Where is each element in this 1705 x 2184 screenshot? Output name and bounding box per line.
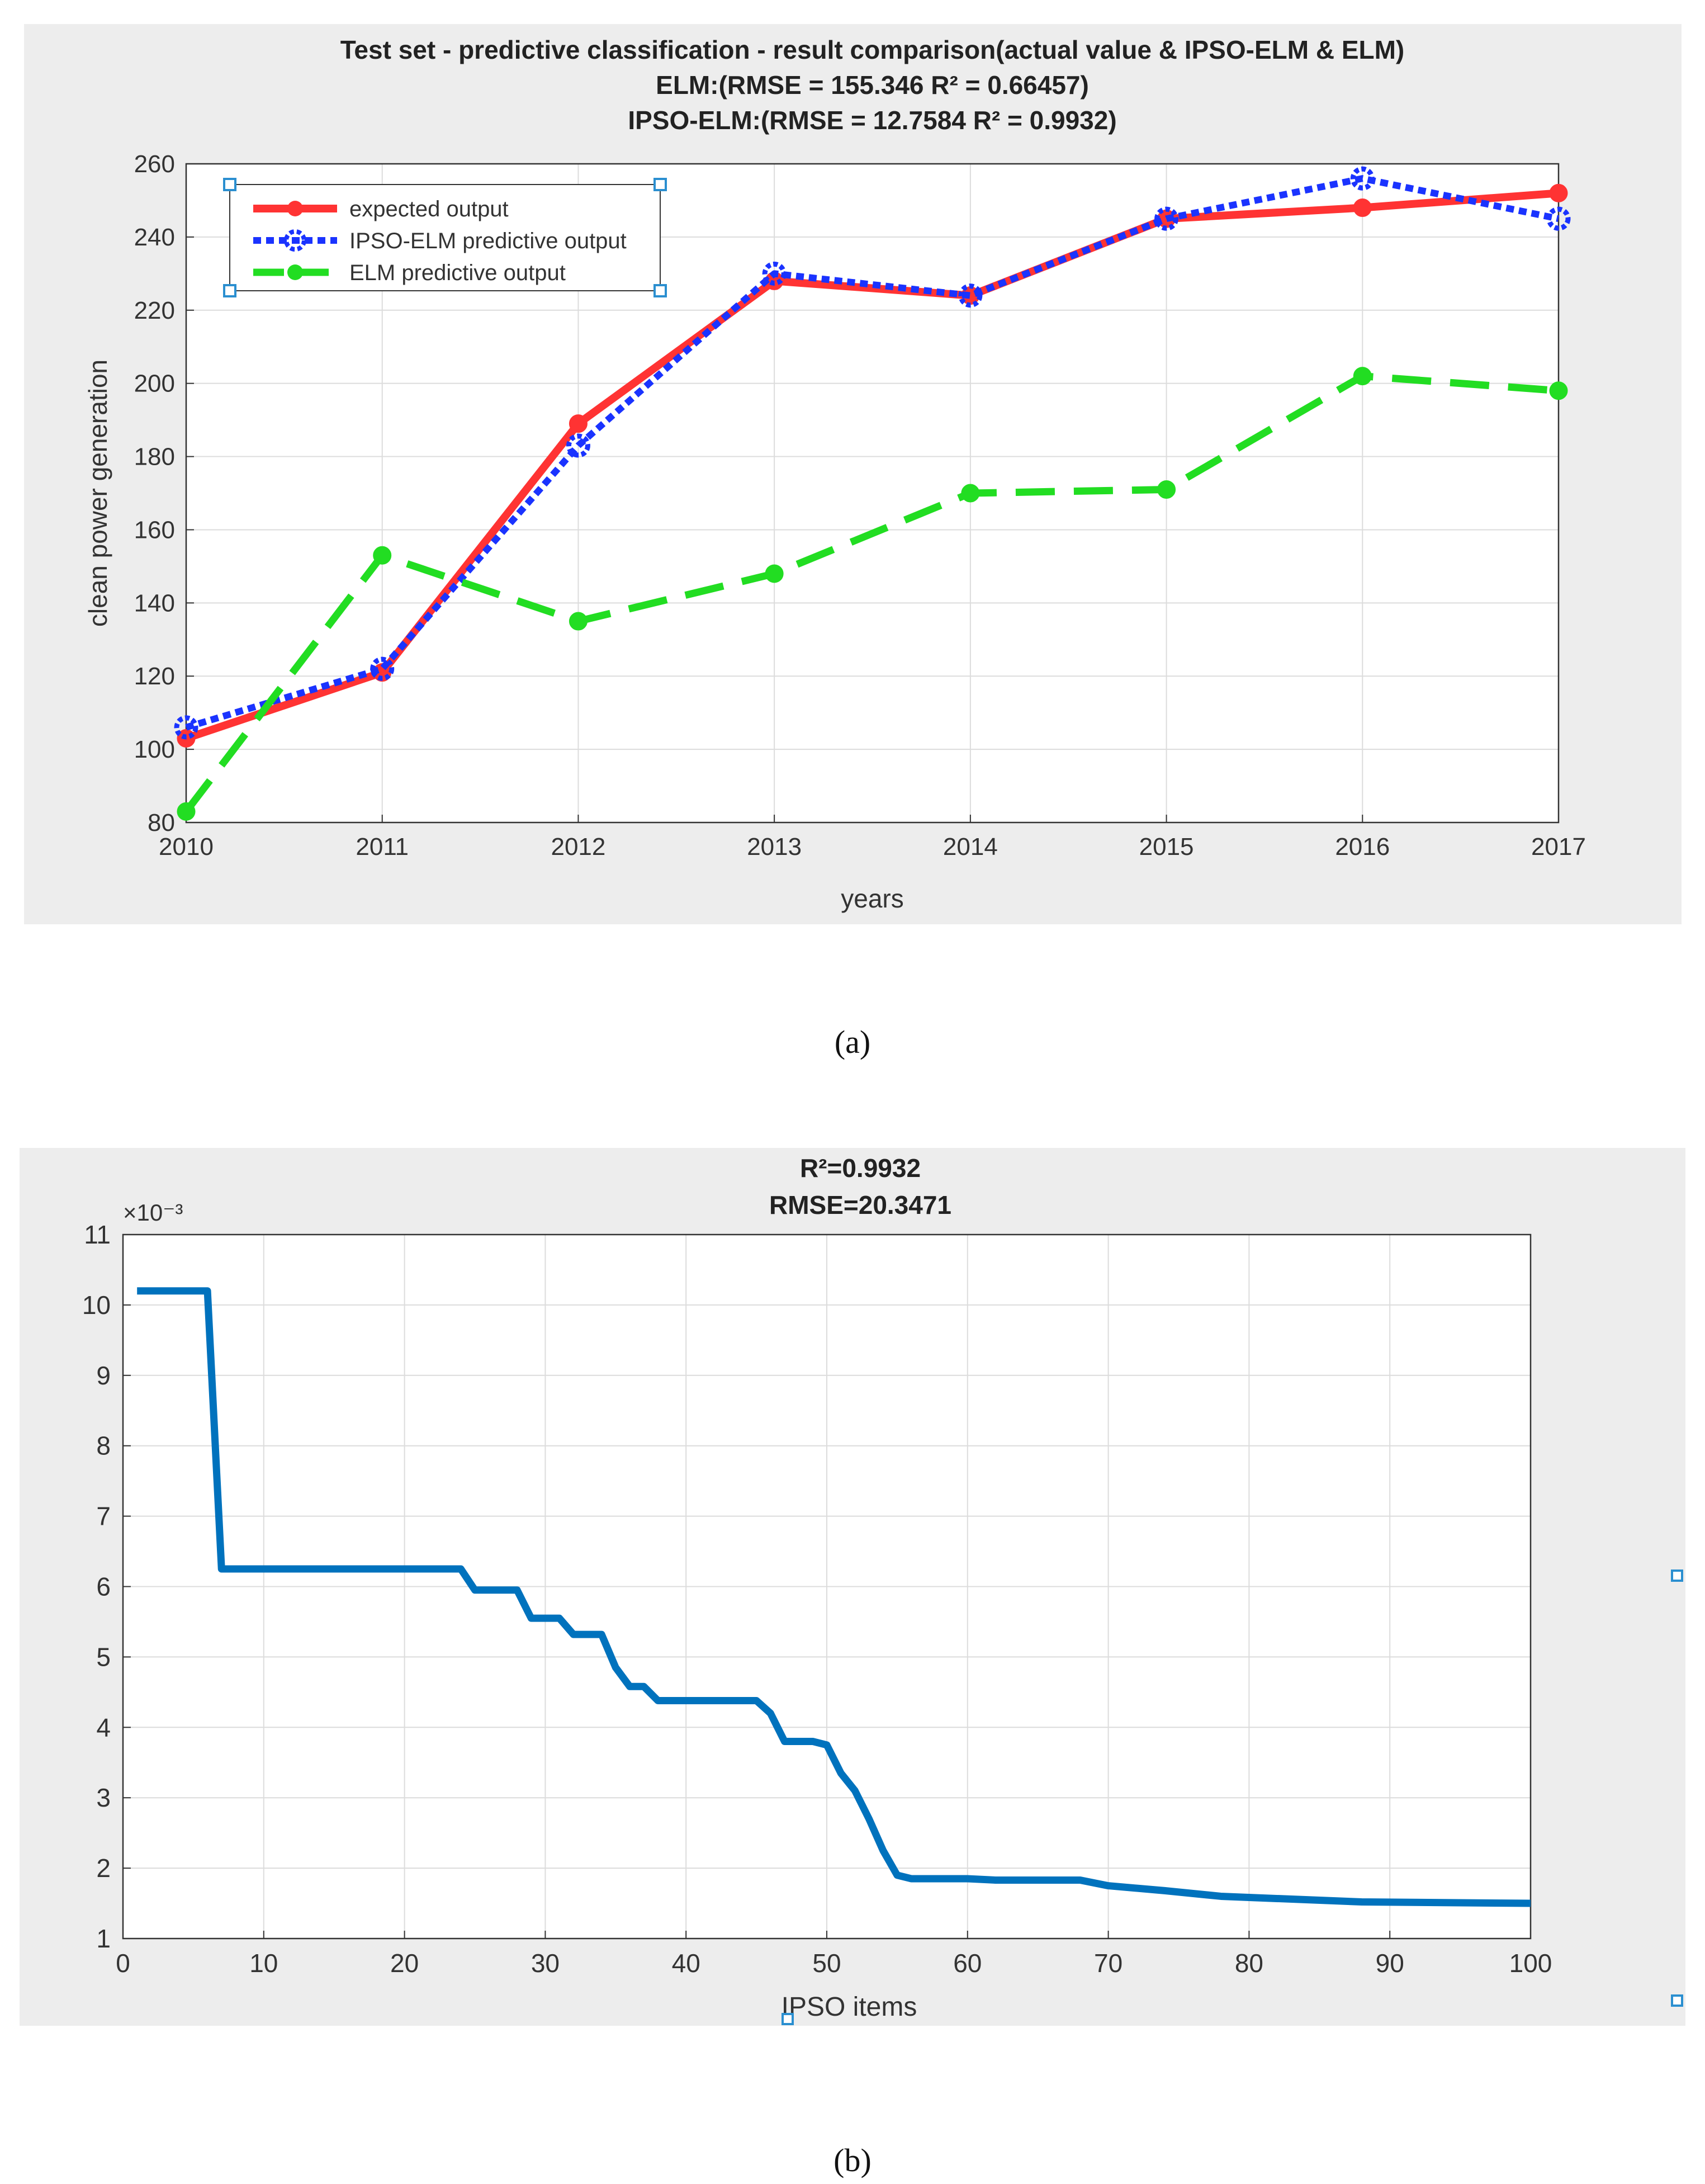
x-tick-label: 100 xyxy=(1509,1949,1552,1978)
x-tick-label: 90 xyxy=(1376,1949,1404,1978)
legend-handle xyxy=(653,284,667,297)
chart-a: 2010 2011 2012 2013 2014 2015 2016 2017 80 100 120… xyxy=(83,35,1586,913)
data-point xyxy=(373,546,392,565)
caption-b: (b) xyxy=(833,2142,872,2178)
y-tick-label: 8 xyxy=(96,1431,111,1460)
y-tick-label: 6 xyxy=(96,1572,111,1601)
legend-marker xyxy=(287,201,303,216)
y-tick-label: 120 xyxy=(134,663,175,690)
data-point xyxy=(370,656,395,681)
x-tick-label: 50 xyxy=(812,1949,841,1978)
y-tick-label: 7 xyxy=(96,1502,111,1531)
y-tick-label: 11 xyxy=(84,1220,111,1249)
series-line-3 xyxy=(183,372,1559,814)
data-point xyxy=(958,283,983,308)
x-tick-label: 2013 xyxy=(747,833,802,861)
y-tick-label: 4 xyxy=(96,1713,111,1742)
data-point xyxy=(762,261,787,286)
data-point xyxy=(1546,206,1571,231)
y-tick-label: 220 xyxy=(134,297,175,324)
x-tick-label: 2014 xyxy=(943,833,998,861)
y-tick-label: 2 xyxy=(96,1854,111,1883)
data-point xyxy=(566,433,590,458)
y-tick-label: 9 xyxy=(96,1361,111,1390)
chart-b: 0 10 20 30 40 50 60 70 80 90 100 1 2 3 4 5 6 7 8 9 10 11 ×10⁻³… xyxy=(82,1154,1683,2025)
y-axis-label: clean power generation xyxy=(83,360,112,627)
y-tick-label: 140 xyxy=(134,589,175,617)
legend-marker xyxy=(287,264,303,280)
y-tick-label: 240 xyxy=(134,224,175,251)
y-tick-label: 80 xyxy=(148,809,175,836)
x-tick-label: 30 xyxy=(531,1949,560,1978)
data-point xyxy=(569,414,588,433)
x-axis-label: years xyxy=(841,884,903,913)
chart-panel-b: 0 10 20 30 40 50 60 70 80 90 100 1 2 3 4 5 6 7 8 9 10 11 ×10⁻³… xyxy=(20,1148,1685,2026)
data-point xyxy=(569,612,588,631)
x-axis-label: IPSO items xyxy=(782,1992,917,2022)
y-tick-label: 100 xyxy=(134,736,175,763)
data-point xyxy=(1353,198,1372,218)
y-tick-label: 260 xyxy=(134,150,175,178)
y-tick-label: 1 xyxy=(96,1924,111,1953)
legend: expected output IPSO-ELM predictive outpu… xyxy=(223,178,667,297)
x-tick-label: 2016 xyxy=(1335,833,1390,861)
data-point xyxy=(1549,183,1568,202)
legend-label: IPSO-ELM predictive output xyxy=(349,229,627,253)
legend-label: expected output xyxy=(349,197,509,221)
data-point xyxy=(1154,206,1179,231)
selection-handle xyxy=(1671,1994,1683,2007)
x-tick-label: 2011 xyxy=(356,833,409,861)
data-point xyxy=(765,564,784,583)
legend-marker xyxy=(284,229,306,252)
chart-title-line: RMSE=20.3471 xyxy=(769,1190,951,1219)
x-tick-label: 2017 xyxy=(1531,833,1586,861)
x-tick-label: 2010 xyxy=(159,833,214,861)
chart-panel-a: 2010 2011 2012 2013 2014 2015 2016 2017 80 100 120… xyxy=(24,24,1682,924)
data-point xyxy=(1157,480,1176,499)
x-tick-label: 10 xyxy=(249,1949,278,1978)
data-point xyxy=(961,484,980,503)
x-tick-label: 0 xyxy=(116,1949,130,1978)
plot-border xyxy=(185,163,1560,824)
chart-title-line: Test set - predictive classification - r… xyxy=(340,35,1405,64)
chart-title-line: ELM:(RMSE = 155.346 R² = 0.66457) xyxy=(656,70,1089,100)
chart-title-line: IPSO-ELM:(RMSE = 12.7584 R² = 0.9932) xyxy=(628,106,1116,135)
data-point xyxy=(1549,381,1568,400)
selection-handle xyxy=(1671,1570,1683,1582)
legend-label: ELM predictive output xyxy=(349,261,566,285)
data-point xyxy=(177,802,196,821)
y-tick-label: 200 xyxy=(134,370,175,398)
data-point xyxy=(1353,367,1372,386)
legend-handle xyxy=(223,284,236,297)
y-tick-label: 3 xyxy=(96,1783,111,1812)
fitness-curve xyxy=(137,1287,1531,1907)
legend-handle xyxy=(653,178,667,191)
y-tick-label: 10 xyxy=(82,1290,111,1320)
y-tick-label: 180 xyxy=(134,443,175,471)
data-point xyxy=(174,715,198,740)
y-tick-label: 5 xyxy=(96,1642,111,1671)
plot-border xyxy=(122,1233,1532,1940)
chart-title-line: R²=0.9932 xyxy=(800,1154,921,1183)
x-tick-label: 80 xyxy=(1235,1949,1263,1978)
x-tick-label: 70 xyxy=(1094,1949,1123,1978)
x-tick-label: 60 xyxy=(953,1949,982,1978)
selection-handle xyxy=(782,2013,794,2025)
caption-a: (a) xyxy=(834,1024,871,1060)
exponent-label: ×10⁻³ xyxy=(123,1199,183,1226)
x-tick-label: 20 xyxy=(390,1949,419,1978)
legend-handle xyxy=(223,178,236,191)
series-line-1 xyxy=(184,189,1559,743)
y-tick-label: 160 xyxy=(134,516,175,543)
data-point xyxy=(1350,166,1375,191)
x-tick-label: 2015 xyxy=(1139,833,1194,861)
x-tick-label: 2012 xyxy=(551,833,605,861)
x-tick-label: 40 xyxy=(672,1949,700,1978)
